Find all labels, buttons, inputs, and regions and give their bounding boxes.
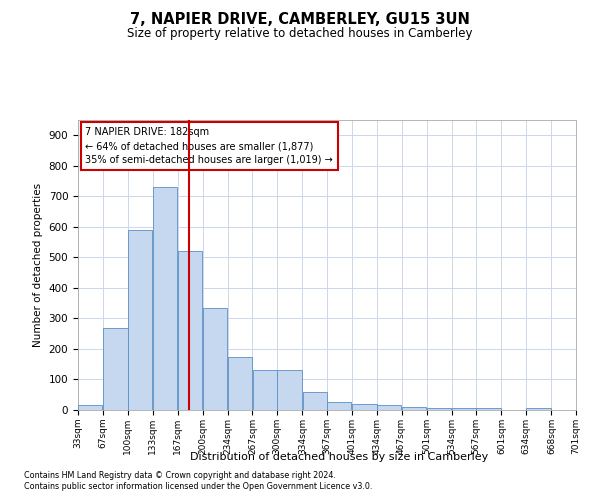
Bar (277, 370, 302, 410)
Bar (401, 407, 426, 410)
Text: 7, NAPIER DRIVE, CAMBERLEY, GU15 3UN: 7, NAPIER DRIVE, CAMBERLEY, GU15 3UN (130, 12, 470, 28)
Bar (327, 402, 352, 410)
Bar (302, 392, 327, 410)
Bar (352, 404, 377, 410)
Bar (103, 328, 128, 410)
Bar (128, 230, 152, 410)
Bar (526, 408, 551, 410)
Bar (178, 252, 202, 410)
Bar (152, 187, 177, 410)
Text: Contains HM Land Registry data © Crown copyright and database right 2024.: Contains HM Land Registry data © Crown c… (24, 471, 336, 480)
Text: Size of property relative to detached houses in Camberley: Size of property relative to detached ho… (127, 28, 473, 40)
Bar (377, 406, 401, 410)
Y-axis label: Number of detached properties: Number of detached properties (33, 183, 43, 347)
Text: 7 NAPIER DRIVE: 182sqm
← 64% of detached houses are smaller (1,877)
35% of semi-: 7 NAPIER DRIVE: 182sqm ← 64% of detached… (85, 127, 333, 165)
Bar (228, 356, 253, 410)
Bar (452, 408, 476, 410)
Text: Contains public sector information licensed under the Open Government Licence v3: Contains public sector information licen… (24, 482, 373, 491)
Text: Distribution of detached houses by size in Camberley: Distribution of detached houses by size … (190, 452, 488, 462)
Bar (476, 408, 500, 410)
Bar (203, 308, 227, 410)
Bar (78, 406, 103, 410)
Bar (253, 370, 277, 410)
Bar (427, 408, 451, 410)
